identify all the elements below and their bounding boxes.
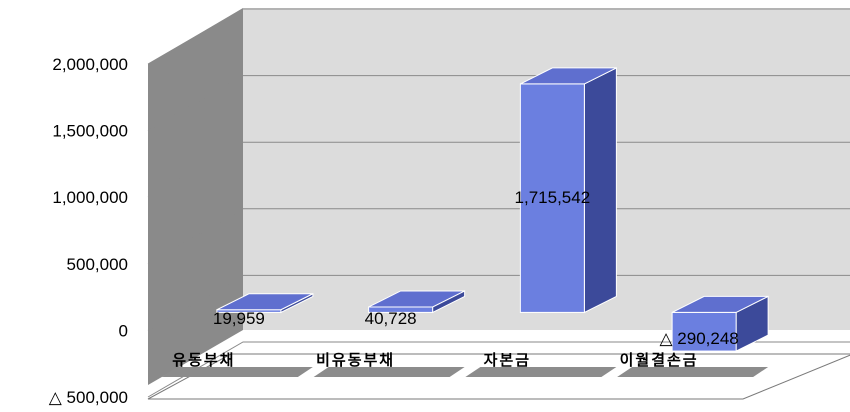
- bar-top: [671, 295, 769, 313]
- gridline: [147, 75, 850, 132]
- gridline: [147, 8, 850, 65]
- y-tick-label: △ 500,000: [49, 388, 128, 407]
- data-label: 40,728: [365, 309, 417, 328]
- data-label: △ 290,248: [660, 329, 739, 348]
- bar-top: [368, 290, 465, 308]
- bar-top: [216, 293, 314, 311]
- bar-top: [520, 67, 617, 85]
- gridline: [147, 274, 850, 331]
- category-label: 이월결손금: [620, 351, 699, 369]
- gridline: [147, 208, 850, 265]
- data-label: 1,715,542: [515, 188, 591, 207]
- gridline: [147, 141, 850, 198]
- y-tick-label: 2,000,000: [52, 55, 128, 74]
- bar: [671, 311, 737, 352]
- category-label: 자본금: [484, 351, 531, 369]
- data-label: 19,959: [213, 309, 265, 328]
- gridline: [147, 341, 850, 398]
- floor-shadow: [313, 367, 465, 377]
- floor-shadow: [161, 367, 313, 377]
- floor-shadow: [465, 367, 617, 377]
- bar: [519, 83, 585, 313]
- y-tick-label: 500,000: [67, 255, 128, 274]
- category-label: 비유동부채: [316, 351, 395, 369]
- category-label: 유동부채: [172, 351, 235, 369]
- y-tick-label: 1,500,000: [52, 122, 128, 141]
- floor-shadow: [617, 367, 769, 377]
- y-tick-label: 0: [119, 321, 128, 340]
- y-tick-label: 1,000,000: [52, 188, 128, 207]
- side-wall: [148, 8, 243, 385]
